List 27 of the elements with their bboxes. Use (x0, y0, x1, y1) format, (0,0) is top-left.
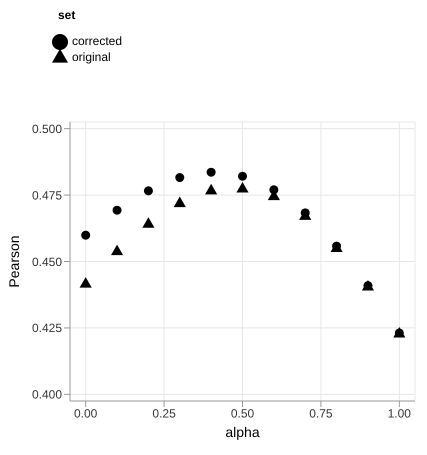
x-tick-label: 1.00 (388, 406, 412, 421)
point (206, 168, 216, 177)
y-tick-label: 0.400 (32, 388, 62, 402)
point (142, 217, 154, 228)
y-tick-label: 0.450 (32, 254, 62, 269)
y-tick-label: 0.425 (32, 321, 62, 336)
x-tick-label: 0.00 (74, 406, 98, 421)
point (175, 173, 184, 182)
y-tick-label: 0.500 (32, 122, 62, 136)
x-tick-label: 0.50 (230, 406, 254, 421)
x-tick-label: 0.25 (152, 406, 176, 421)
legend-label: original (72, 50, 111, 64)
legend-title: set (58, 8, 76, 22)
x-tick-label: 0.75 (309, 406, 333, 421)
point (80, 277, 92, 288)
legend-label: corrected (72, 34, 122, 48)
y-tick-label: 0.475 (32, 188, 62, 202)
x-axis-title: alpha (225, 424, 260, 440)
point (144, 186, 153, 196)
point (81, 230, 90, 240)
point (112, 206, 122, 215)
point (236, 182, 249, 192)
point (174, 196, 186, 208)
y-axis-title: Pearson (6, 235, 22, 288)
point (205, 184, 218, 194)
point (238, 172, 248, 181)
point (110, 244, 124, 256)
